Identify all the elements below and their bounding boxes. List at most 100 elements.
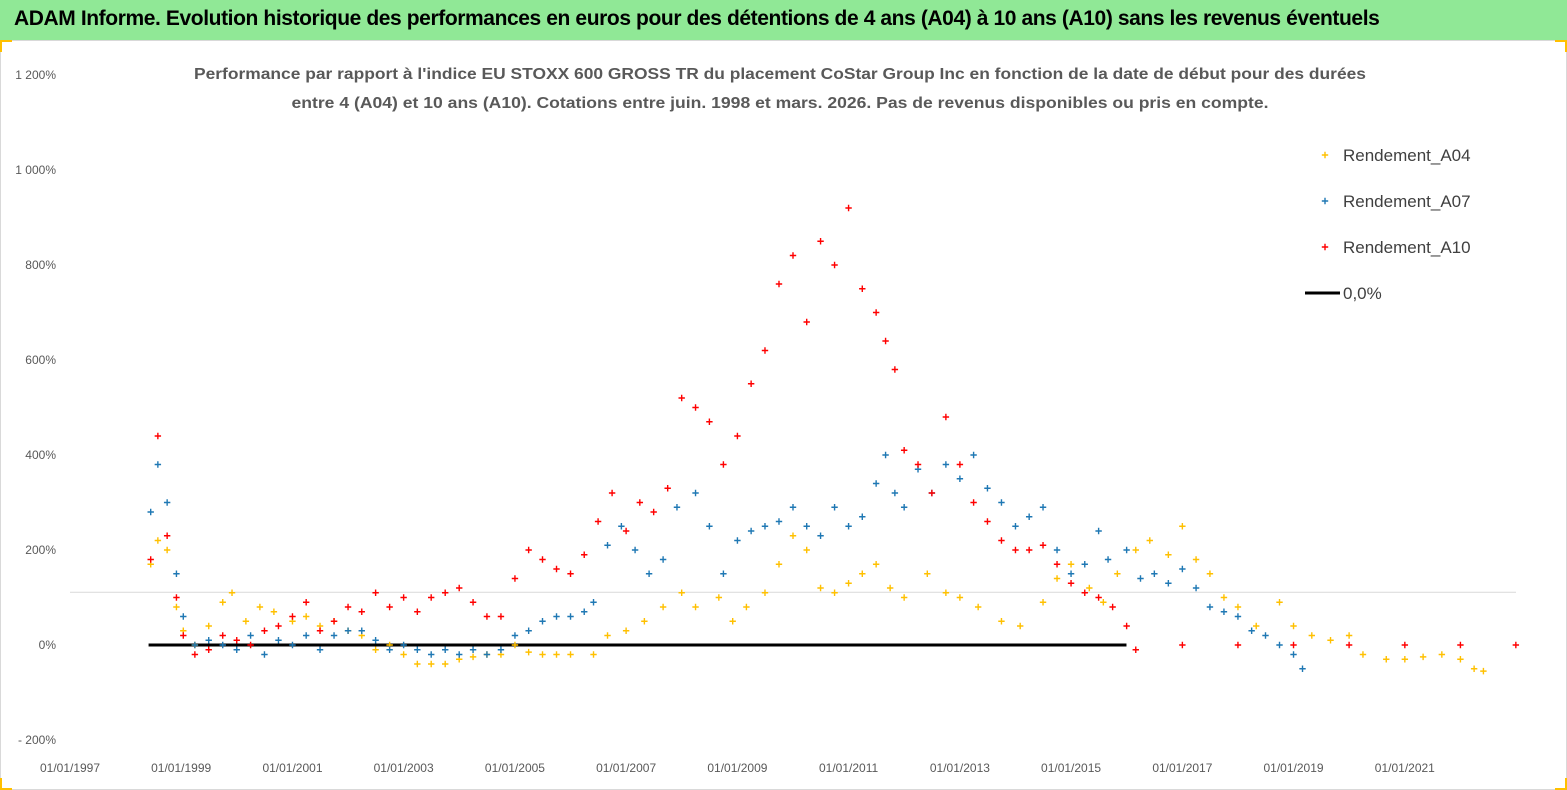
data-point-A04 [1206,570,1214,577]
x-tick-label: 01/01/2005 [485,761,545,775]
data-point-A04 [427,660,435,668]
data-point-A04 [729,618,736,625]
y-tick-label: 0% [39,638,57,652]
data-point-A04 [163,546,171,554]
data-point-A07 [173,570,180,577]
legend-marker-A10 [1321,243,1329,251]
data-point-A07 [659,556,667,563]
data-point-A04 [803,546,810,554]
y-tick-label: 600% [25,353,56,367]
data-point-A04 [1383,656,1390,663]
data-point-A07 [553,613,560,620]
data-point-A04 [511,641,519,649]
data-point-A04 [775,561,783,568]
data-point-A04 [553,651,560,658]
data-point-A04 [924,570,931,577]
data-point-A10 [497,613,505,620]
data-point-A10 [984,518,991,525]
data-point-A10 [608,489,616,497]
data-point-A07 [147,508,154,516]
data-point-A07 [205,637,212,644]
data-point-A07 [442,646,449,653]
data-point-A10 [247,641,254,649]
data-point-A04 [1114,570,1121,577]
frame-corner-top-right [1555,40,1567,52]
data-point-A04 [831,589,838,596]
data-point-A07 [831,504,838,511]
data-point-A10 [956,461,964,468]
data-point-A10 [386,603,393,611]
y-tick-label: - 200% [18,733,56,747]
data-point-A04 [1016,622,1024,630]
data-point-A07 [1299,665,1306,672]
data-point-A04 [743,603,750,611]
data-point-A07 [1053,546,1061,554]
data-point-A10 [205,646,212,653]
data-point-A07 [692,489,699,497]
data-point-A10 [914,461,922,468]
data-point-A07 [180,613,187,620]
data-point-A04 [1419,653,1427,661]
x-tick-label: 01/01/2001 [262,761,322,775]
data-point-A10 [1234,641,1242,649]
data-point-A04 [678,589,685,596]
x-tick-label: 01/01/2013 [930,761,990,775]
data-point-A04 [1480,667,1487,675]
data-point-A10 [817,238,824,245]
data-point-A07 [590,599,597,606]
data-point-A10 [400,594,407,601]
data-point-A07 [1081,561,1088,568]
x-tick-label: 01/01/2017 [1152,761,1212,775]
data-point-A04 [1253,622,1260,630]
data-point-A10 [147,556,154,563]
data-point-A07 [219,641,226,649]
data-point-A07 [247,632,254,639]
data-point-A07 [734,537,741,544]
data-point-A10 [316,627,324,634]
y-tick-label: 1 200% [15,68,56,82]
data-point-A04 [845,580,852,587]
data-point-A10 [1457,641,1464,649]
data-point-A04 [1308,632,1315,639]
legend-label: Rendement_A04 [1343,146,1471,165]
data-point-A10 [302,599,310,606]
data-point-A04 [956,594,964,601]
data-point-A10 [511,575,519,582]
data-point-A04 [1165,551,1172,558]
data-point-A07 [456,651,463,658]
data-point-A10 [1095,594,1102,601]
data-point-A04 [1345,632,1353,639]
frame-corner-bottom-right [1555,778,1567,790]
data-point-A10 [456,584,463,592]
data-point-A07 [275,637,282,644]
data-point-A04 [604,632,611,639]
data-point-A10 [734,432,741,440]
y-tick-label: 400% [25,448,56,462]
data-point-A10 [1179,641,1186,649]
data-point-A07 [483,651,491,658]
data-point-A04 [442,660,449,668]
series-A07 [147,451,1306,672]
x-tick-label: 01/01/2011 [819,761,878,775]
data-point-A10 [900,447,908,454]
data-point-A07 [581,608,588,615]
data-point-A04 [974,603,982,611]
y-tick-label: 200% [25,543,56,557]
data-point-A04 [1053,575,1061,582]
legend-label: 0,0% [1343,284,1382,303]
data-point-A07 [191,641,199,649]
data-point-A04 [154,537,162,544]
data-point-A04 [173,603,180,611]
data-point-A10 [191,651,199,658]
legend-marker-A04 [1321,151,1329,159]
data-point-A04 [567,651,574,658]
data-point-A04 [942,589,950,596]
data-point-A10 [180,632,187,639]
report-title: ADAM Informe. Evolution historique des p… [14,7,1380,30]
x-tick-label: 01/01/2009 [707,761,767,775]
data-point-A10 [789,252,797,259]
data-point-A04 [590,651,597,658]
data-point-A07 [775,518,783,525]
data-point-A04 [414,660,421,668]
data-point-A10 [622,527,630,535]
